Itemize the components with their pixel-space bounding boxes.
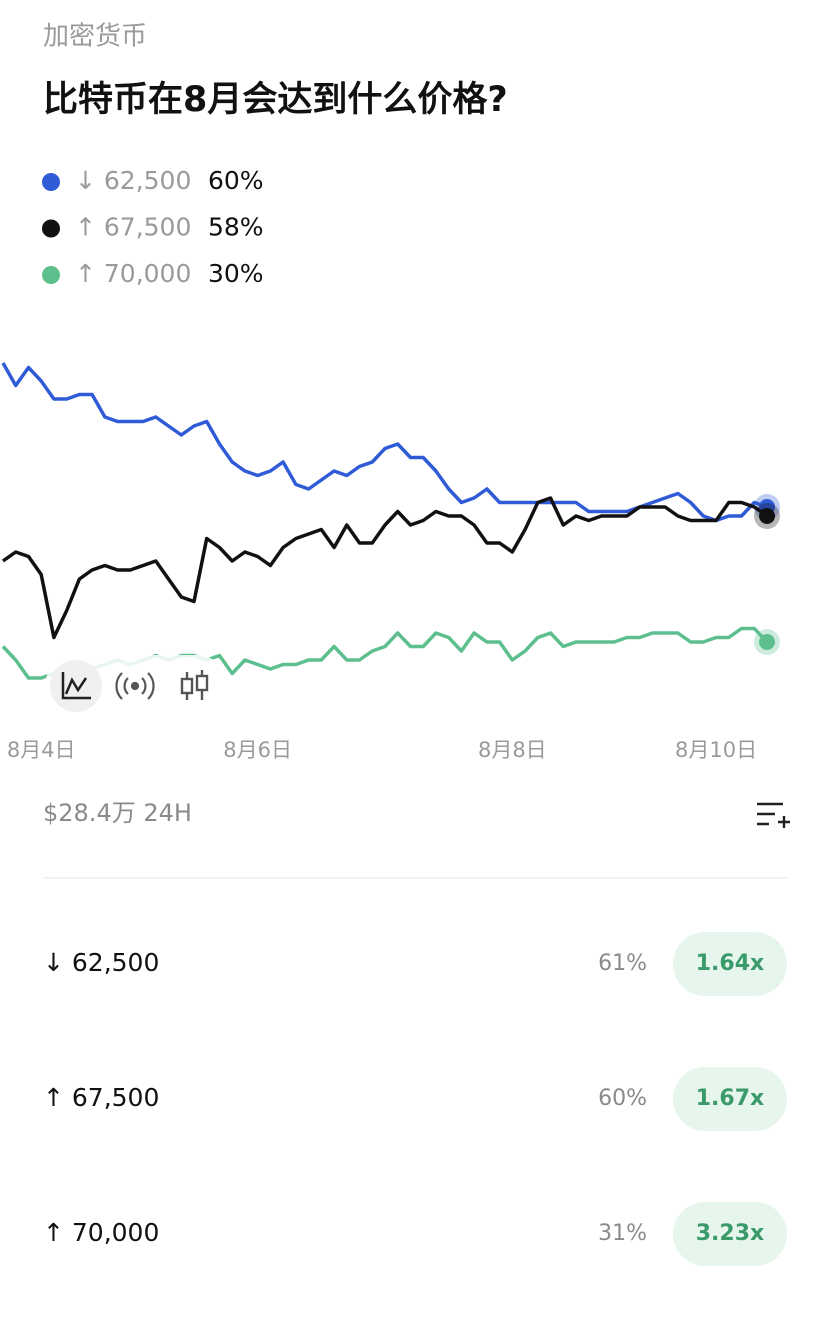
end-dot (759, 634, 775, 650)
x-tick-label: 8月8日 (478, 738, 547, 762)
add-to-list-button[interactable] (757, 802, 790, 828)
outcome-percent: 31% (598, 1221, 647, 1246)
multiplier: 1.64x (696, 951, 764, 976)
legend-label: ↑ 70,000 (75, 259, 191, 288)
series-line (1, 362, 768, 523)
outcome-percent: 60% (598, 1086, 647, 1111)
legend-marker (42, 173, 60, 191)
title: 比特币在8月会达到什么价格? (43, 80, 508, 120)
outcome-row[interactable]: ↓ 62,500 61% 1.64x (43, 932, 787, 996)
outcome-label: ↑ 67,500 (43, 1083, 159, 1112)
outcome-list: ↓ 62,500 61% 1.64x ↑ 67,500 60% 1.67x ↑ 70,000… (43, 932, 787, 1266)
outcome-label: ↓ 62,500 (43, 948, 159, 977)
buy-button[interactable] (673, 1067, 787, 1131)
line-icon (61, 672, 91, 700)
end-dot (759, 508, 775, 524)
live-button[interactable] (115, 672, 155, 700)
outcome-label: ↑ 70,000 (43, 1218, 159, 1247)
multiplier: 3.23x (696, 1221, 764, 1246)
legend-marker (42, 266, 60, 284)
chart: 8月4日 8月6日 8月8日 8月10日 (1, 362, 780, 762)
legend-value: 58% (208, 213, 264, 242)
outcome-row[interactable]: ↑ 67,500 60% 1.67x (43, 1067, 787, 1131)
legend-label: ↑ 67,500 (75, 213, 191, 242)
legend-value: 30% (208, 259, 264, 288)
volume: $28.4万 24H (43, 799, 192, 827)
x-tick-label: 8月4日 (7, 738, 76, 762)
legend-label: ↓ 62,500 (75, 166, 191, 195)
category: 加密货币 (43, 22, 147, 52)
list-add-icon (757, 802, 790, 828)
live-icon (130, 681, 140, 691)
outcome-row[interactable]: ↑ 70,000 31% 3.23x (43, 1202, 787, 1266)
candle-button[interactable] (180, 670, 209, 700)
x-tick-label: 8月10日 (675, 738, 757, 762)
legend-value: 60% (208, 166, 264, 195)
candle-body (195, 674, 209, 692)
multiplier: 1.67x (696, 1086, 764, 1111)
buy-button[interactable] (673, 932, 787, 996)
chart-toolbar (45, 655, 228, 717)
series-line (1, 496, 769, 640)
legend-marker (42, 219, 60, 238)
candle-body (180, 677, 194, 695)
x-tick-label: 8月6日 (223, 738, 292, 762)
outcome-percent: 61% (598, 951, 647, 976)
buy-button[interactable] (673, 1202, 787, 1266)
live-icon-waves (115, 672, 155, 700)
